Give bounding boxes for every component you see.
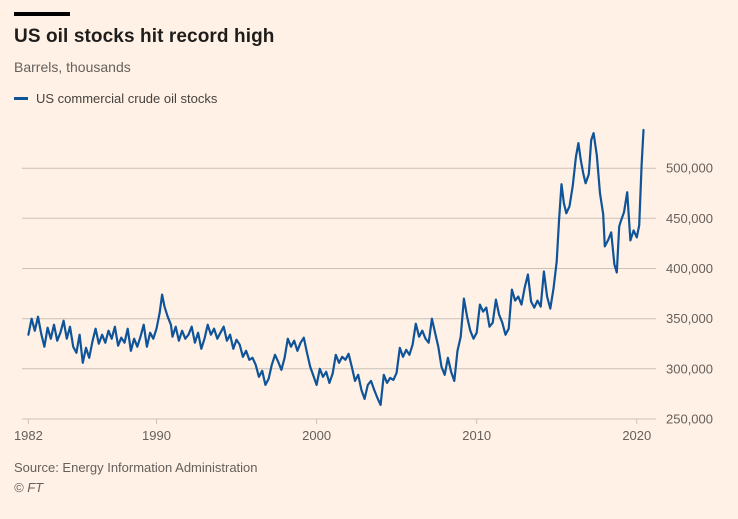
x-axis-tick-label: 2000 <box>302 428 331 443</box>
x-axis-tick-label: 2010 <box>462 428 491 443</box>
line-chart-svg: 250,000 300,000 350,000 400,000 450,000 500,0… <box>14 128 713 443</box>
y-axis-tick-label: 500,000 <box>666 161 713 176</box>
chart-area: 250,000 300,000 350,000 400,000 450,000 500,0… <box>14 110 724 458</box>
chart-subtitle: Barrels, thousands <box>14 59 131 75</box>
y-axis-tick-label: 450,000 <box>666 211 713 226</box>
y-axis-tick-label: 400,000 <box>666 261 713 276</box>
x-axis-tick-label: 2020 <box>622 428 651 443</box>
x-axis-tick-label: 1990 <box>142 428 171 443</box>
chart-footer: Source: Energy Information Administratio… <box>14 460 724 495</box>
y-axis-tick-label: 350,000 <box>666 311 713 326</box>
data-line <box>27 128 645 406</box>
chart-title: US oil stocks hit record high <box>14 26 275 47</box>
y-axis-tick-label: 300,000 <box>666 361 713 376</box>
source-note: Source: Energy Information Administratio… <box>14 460 258 475</box>
accent-bar <box>14 12 70 16</box>
legend-line-swatch-icon <box>14 97 28 100</box>
x-axis-tick-label: 1982 <box>14 428 43 443</box>
legend: US commercial crude oil stocks <box>14 91 724 106</box>
y-axis-tick-label: 250,000 <box>666 412 713 427</box>
ft-copyright: © FT <box>14 480 44 495</box>
legend-label: US commercial crude oil stocks <box>36 91 218 106</box>
